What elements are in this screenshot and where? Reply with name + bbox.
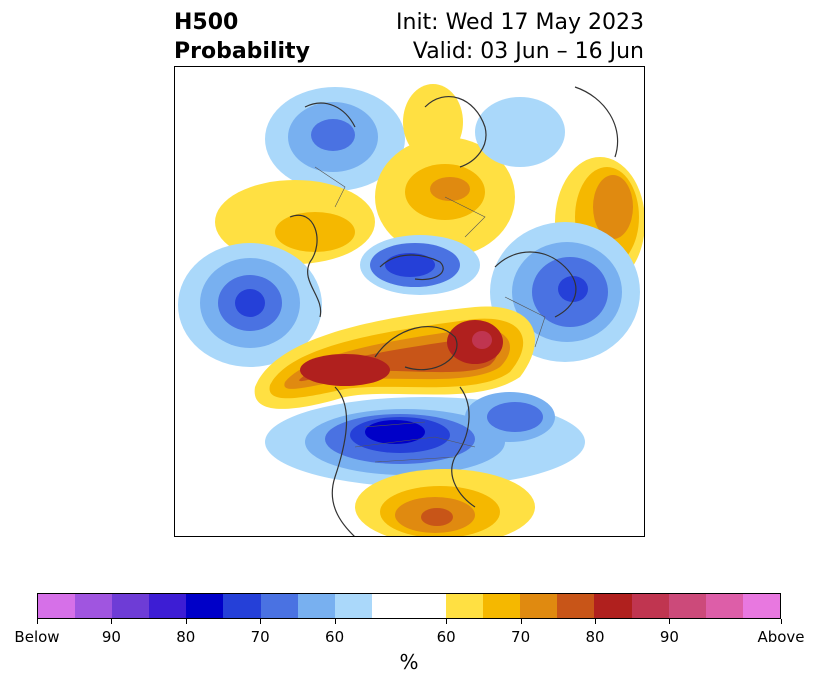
colorbar-tick bbox=[260, 619, 262, 624]
colorbar-tick-label: Above bbox=[757, 628, 805, 646]
date-info: Init: Wed 17 May 2023 Valid: 03 Jun – 16… bbox=[396, 8, 644, 66]
anomaly-below-nwpac bbox=[475, 97, 565, 167]
colorbar-tick-label: 60 bbox=[436, 628, 456, 646]
colorbar-tick-label: 80 bbox=[176, 628, 196, 646]
title-line-2: Probability bbox=[174, 39, 310, 64]
anomaly-above-usa bbox=[355, 469, 535, 536]
colorbar-tick bbox=[334, 619, 336, 624]
colorbar-segment bbox=[446, 594, 484, 618]
colorbar-segment bbox=[668, 594, 706, 618]
colorbar-tick bbox=[111, 619, 113, 624]
colorbar bbox=[37, 593, 781, 619]
anomaly-below-arctic bbox=[360, 235, 480, 295]
colorbar-segment bbox=[594, 594, 632, 618]
colorbar-segment bbox=[149, 594, 187, 618]
colorbar-tick bbox=[781, 619, 782, 624]
borders bbox=[314, 166, 546, 463]
map-canvas bbox=[178, 84, 644, 536]
anomaly-below-pacific bbox=[178, 243, 322, 367]
anomaly-above-greenland bbox=[254, 306, 535, 409]
colorbar-segment bbox=[75, 594, 113, 618]
colorbar-segment bbox=[223, 594, 261, 618]
colorbar-tick-label: Below bbox=[14, 628, 60, 646]
colorbar-unit: % bbox=[399, 650, 419, 674]
colorbar-tick-label: 80 bbox=[585, 628, 605, 646]
probability-map bbox=[174, 66, 645, 537]
map-title: H500 Probability bbox=[174, 8, 310, 66]
colorbar-tick bbox=[520, 619, 522, 624]
colorbar-segment bbox=[631, 594, 669, 618]
colorbar-tick-label: 70 bbox=[250, 628, 270, 646]
colorbar-segment bbox=[371, 594, 409, 618]
colorbar-segment bbox=[297, 594, 335, 618]
colorbar-segment bbox=[186, 594, 224, 618]
colorbar-tick-label: 90 bbox=[659, 628, 679, 646]
colorbar-segment bbox=[557, 594, 595, 618]
colorbar-segment bbox=[334, 594, 372, 618]
colorbar-segment bbox=[520, 594, 558, 618]
colorbar-tick bbox=[669, 619, 671, 624]
colorbar-tick bbox=[595, 619, 596, 624]
title-line-1: H500 bbox=[174, 10, 239, 35]
colorbar-tick bbox=[185, 619, 187, 624]
colorbar-segment bbox=[705, 594, 743, 618]
colorbar-tick bbox=[446, 619, 448, 624]
colorbar-segment bbox=[38, 594, 76, 618]
anomaly-below-bering bbox=[265, 87, 405, 191]
init-date: Init: Wed 17 May 2023 bbox=[396, 10, 644, 35]
colorbar-tick-label: 90 bbox=[101, 628, 121, 646]
colorbar-tick-label: 70 bbox=[511, 628, 531, 646]
colorbar-segment bbox=[260, 594, 298, 618]
colorbar-segment bbox=[112, 594, 150, 618]
colorbar-segment bbox=[483, 594, 521, 618]
valid-range: Valid: 03 Jun – 16 Jun bbox=[412, 39, 644, 64]
colorbar-segment bbox=[408, 594, 447, 618]
colorbar-segment bbox=[742, 594, 780, 618]
anomaly-above-europe bbox=[215, 180, 375, 264]
colorbar-tick-label: 60 bbox=[325, 628, 345, 646]
anomaly-below-canada bbox=[265, 392, 585, 487]
colorbar-tick bbox=[37, 619, 38, 624]
